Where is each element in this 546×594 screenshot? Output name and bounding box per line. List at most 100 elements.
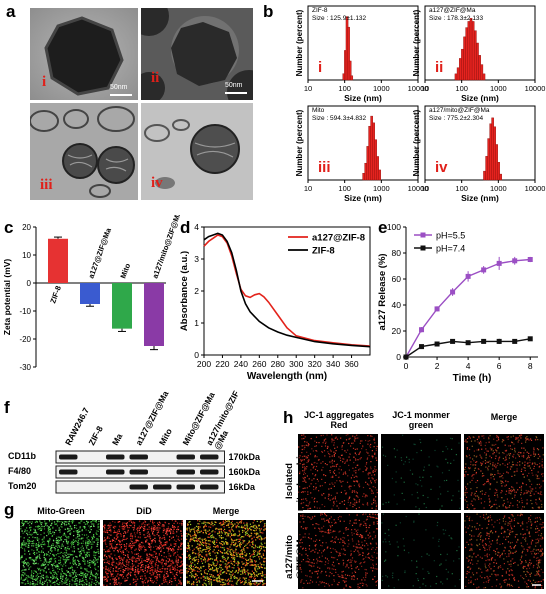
y-tick-label: 0 [396, 352, 401, 362]
histogram-bar [488, 139, 490, 180]
histogram-bar [455, 74, 457, 80]
x-tick-label: 280 [271, 359, 285, 369]
data-point [466, 274, 471, 279]
x-tick-label: 320 [308, 359, 322, 369]
y-tick-label: 3 [194, 254, 199, 264]
histogram-bar [483, 74, 485, 80]
kda-label: 170kDa [229, 452, 262, 462]
y-axis-label: Number (percent) [412, 109, 421, 176]
y-tick-label: 2 [194, 286, 199, 296]
x-axis-label: Time (h) [453, 373, 492, 384]
x-tick-label: 100 [338, 184, 351, 193]
x-tick-label: 1000 [373, 84, 390, 93]
data-point [528, 336, 533, 341]
histogram-bar [479, 55, 481, 80]
x-tick-label: 10 [421, 84, 429, 93]
panel-label-g: g [4, 500, 14, 520]
blot-band [106, 470, 125, 475]
x-tick-label: 200 [197, 359, 211, 369]
x-tick-label: 240 [234, 359, 248, 369]
dls-size-ii: Size : 178.3±2.133 [429, 15, 483, 23]
histogram-bar [468, 21, 470, 80]
data-point [450, 290, 455, 295]
x-axis-label: Size (nm) [461, 193, 499, 203]
y-tick-label: -20 [19, 335, 31, 344]
tem-image-ii: ii 50nm [141, 8, 253, 100]
histogram-bar [363, 173, 365, 180]
zeta-bar [80, 283, 100, 304]
jc1-red-image [298, 434, 378, 510]
blot-band [177, 470, 196, 475]
jc1-images [298, 434, 544, 590]
x-tick-label: 10 [421, 184, 429, 193]
tem-label: iv [151, 175, 163, 192]
x-tick-label: 340 [326, 359, 340, 369]
x-axis-label: Size (nm) [461, 93, 499, 103]
scale-bar-label: 50nm [225, 82, 243, 89]
legend-label: a127@ZIF-8 [312, 233, 365, 244]
category-label: a127@ZIF@Ma [86, 226, 113, 280]
x-tick-label: 4 [466, 361, 471, 371]
tem-image-i: i 50nm [30, 8, 138, 100]
confocal-mito-images [20, 520, 266, 588]
scale-bar [110, 94, 132, 96]
dls-size-iv: Size : 775.2±2.304 [429, 115, 483, 123]
x-tick-label: 300 [289, 359, 303, 369]
histogram-bar [379, 170, 381, 180]
lane-label: Mito [157, 427, 174, 447]
x-tick-label: 100 [338, 84, 351, 93]
data-point [481, 267, 486, 272]
lane-label: Ma [110, 432, 125, 447]
x-axis-label: Size (nm) [344, 93, 382, 103]
legend-label: pH=5.5 [436, 231, 465, 241]
series-line [204, 235, 370, 346]
zeta-bar [112, 283, 132, 329]
zeta-bar [144, 283, 164, 346]
data-point [450, 339, 455, 344]
legend-marker [421, 233, 426, 238]
dls-size-charts: 10 100 1000 10000 Size (nm) Number (percent) i… [262, 0, 546, 210]
y-axis-label: Absorbance (a.u.) [179, 251, 190, 331]
category-label: a127/mito@ZIF@Ma [150, 215, 180, 280]
tem-label: ii [151, 70, 159, 87]
blot-row-label: F4/80 [8, 466, 31, 476]
y-tick-label: 20 [22, 223, 31, 232]
x-tick-label: 360 [344, 359, 358, 369]
x-tick-label: 10000 [525, 84, 546, 93]
histogram-bar [470, 18, 472, 80]
y-axis-label: Number (percent) [295, 109, 304, 176]
x-tick-label: 100 [455, 184, 468, 193]
histogram-bar [466, 28, 468, 80]
blot-band [200, 485, 219, 490]
y-tick-label: 60 [392, 274, 402, 284]
x-tick-label: 260 [252, 359, 266, 369]
y-tick-label: 1 [194, 318, 199, 328]
roman-label: iv [435, 159, 448, 176]
y-tick-label: 4 [194, 222, 199, 232]
histogram-bar [457, 68, 459, 80]
lane-label: ZIF-8 [86, 424, 104, 447]
blot-band [59, 470, 78, 475]
category-label: Mito [118, 262, 132, 280]
zeta-bar [48, 239, 68, 283]
blot-row-label: CD11b [8, 451, 37, 461]
blot-band [130, 470, 149, 475]
histogram-bar [371, 116, 373, 180]
y-tick-label: 80 [392, 248, 402, 258]
legend-label: pH=7.4 [436, 244, 465, 254]
histogram-bar [498, 162, 500, 180]
data-point [404, 355, 409, 360]
blot-band [177, 485, 196, 490]
data-point [481, 339, 486, 344]
blot-band [200, 455, 219, 460]
scale-bar [225, 92, 247, 94]
y-tick-label: -10 [19, 307, 31, 316]
panel-label-h: h [283, 408, 293, 428]
x-axis-label: Wavelength (nm) [247, 371, 327, 382]
x-tick-label: 1000 [490, 84, 507, 93]
tem-label: iii [40, 177, 53, 194]
series-line [204, 233, 370, 346]
